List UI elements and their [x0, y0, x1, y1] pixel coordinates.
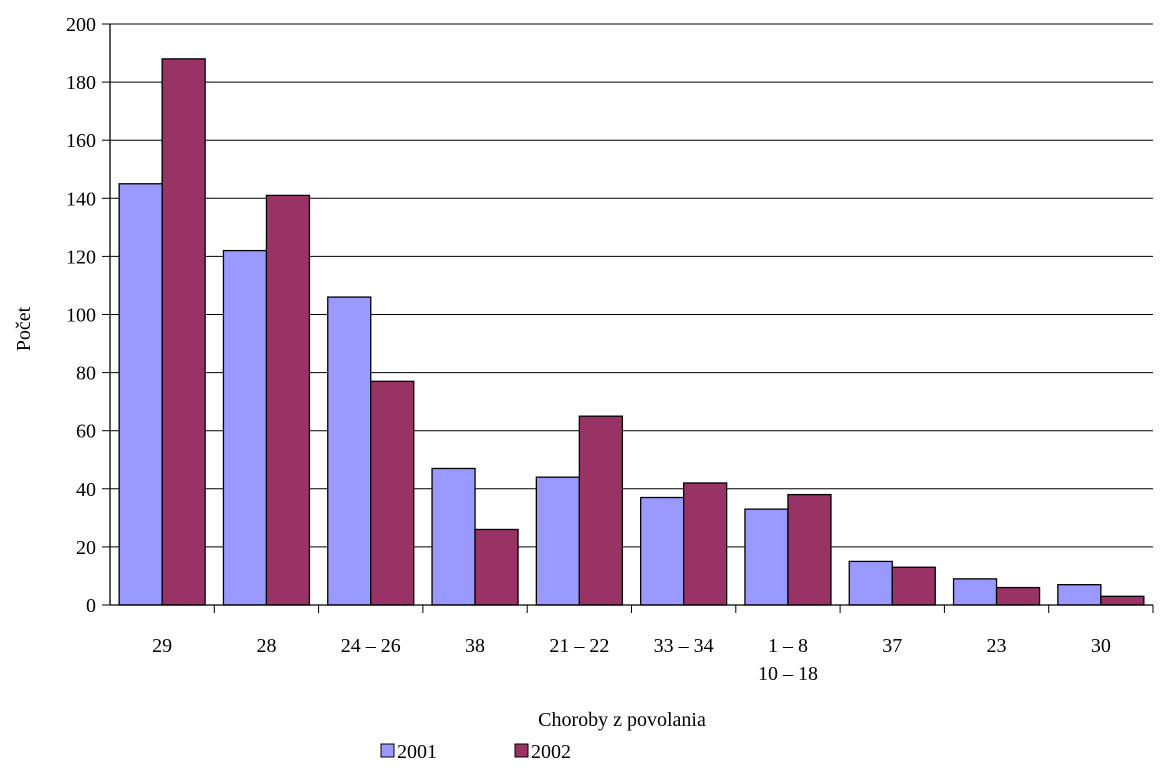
- x-tick-label: 21 – 22: [549, 635, 609, 657]
- x-tick-label: 30: [1091, 635, 1111, 657]
- x-tick-label: 37: [882, 635, 902, 657]
- bar-2002-3: [474, 528, 519, 606]
- bar-2002-2: [370, 380, 415, 606]
- axes: [102, 23, 1154, 613]
- y-tick-label: 0: [86, 595, 96, 617]
- bar-2002-8: [995, 586, 1041, 606]
- bar-2001-2: [327, 296, 372, 606]
- x-tick-label: 33 – 34: [654, 635, 714, 657]
- x-tick-labels: 29 28 24 – 26 38 21 – 22 33 – 34 1 – 8 10 – 18 3…: [152, 635, 1111, 685]
- x-tick-label: 1 – 8 10 – 18: [758, 635, 818, 685]
- legend-swatch-2002: [514, 743, 529, 758]
- bar-2001-5: [640, 496, 685, 606]
- y-axis-title: Počet: [13, 306, 35, 351]
- y-tick-label: 160: [66, 130, 96, 152]
- x-tick-label: 38: [465, 635, 485, 657]
- x-tick-label: 29: [152, 635, 172, 657]
- bar-2002-4: [578, 415, 623, 606]
- bar-2002-7: [891, 566, 936, 606]
- y-tick-label: 180: [66, 72, 96, 94]
- y-tick-label: 100: [66, 305, 96, 327]
- bar-2001-4: [535, 476, 580, 606]
- bar-2001-0: [118, 183, 163, 606]
- y-tick-label: 80: [76, 363, 96, 385]
- bar-2001-6: [744, 508, 789, 606]
- y-tick-label: 20: [76, 537, 96, 559]
- legend-label-2001: 2001: [397, 741, 437, 763]
- bars: [118, 58, 1145, 606]
- bar-2001-8: [952, 578, 998, 606]
- bar-2002-0: [161, 58, 206, 606]
- x-tick-label: 23: [987, 635, 1007, 657]
- bar-2002-9: [1100, 595, 1145, 606]
- y-tick-label: 60: [76, 421, 96, 443]
- bar-2002-6: [787, 493, 832, 606]
- bar-2002-1: [265, 194, 311, 606]
- y-tick-label: 200: [66, 14, 96, 36]
- bar-2002-5: [683, 482, 728, 606]
- bar-2001-1: [222, 249, 268, 606]
- y-tick-labels: 0 20 40 60 80 100 120 140 160 180 200: [66, 14, 96, 617]
- bar-2001-3: [431, 467, 476, 606]
- bar-2001-7: [848, 560, 893, 606]
- y-tick-label: 140: [66, 188, 96, 210]
- x-tick-label: 28: [256, 635, 276, 657]
- legend-label-2002: 2002: [531, 741, 571, 763]
- legend-swatch-2001: [380, 743, 395, 758]
- bar-2001-9: [1057, 584, 1102, 606]
- y-tick-label: 120: [66, 246, 96, 268]
- legend: 2001 2002: [380, 741, 571, 763]
- y-tick-label: 40: [76, 479, 96, 501]
- x-tick-label: 24 – 26: [341, 635, 401, 657]
- x-axis-title: Choroby z povolania: [538, 709, 706, 731]
